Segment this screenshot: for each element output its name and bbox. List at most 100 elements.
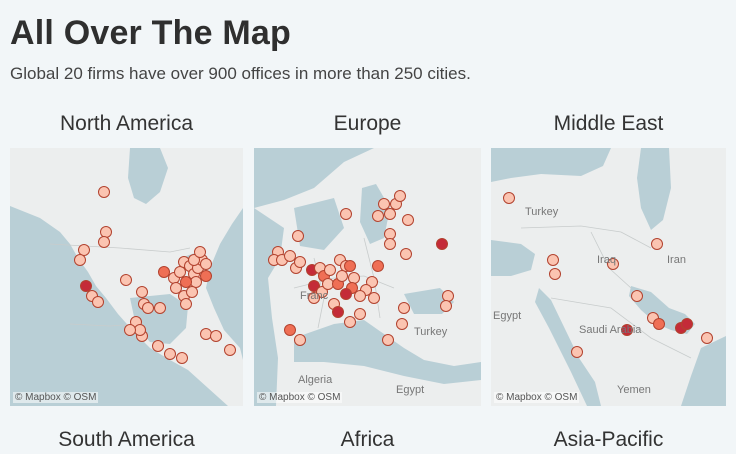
office-marker[interactable] [224, 344, 236, 356]
office-marker[interactable] [396, 318, 408, 330]
office-marker[interactable] [74, 254, 86, 266]
office-marker[interactable] [436, 238, 448, 250]
map-label-turkey: Turkey [414, 326, 448, 338]
office-dots [503, 192, 713, 358]
office-marker[interactable] [142, 302, 154, 314]
office-marker[interactable] [344, 316, 356, 328]
map-attribution[interactable]: © Mapbox © OSM [494, 392, 580, 403]
map-attribution[interactable]: © Mapbox © OSM [257, 392, 343, 403]
office-marker[interactable] [200, 270, 212, 282]
panel-title-africa: Africa [340, 428, 395, 451]
office-marker[interactable] [340, 208, 352, 220]
panel-title-north-america: North America [59, 112, 194, 135]
office-marker[interactable] [549, 268, 561, 280]
office-marker[interactable] [372, 210, 384, 222]
office-marker[interactable] [124, 324, 136, 336]
office-marker[interactable] [170, 282, 182, 294]
office-marker[interactable] [384, 238, 396, 250]
office-marker[interactable] [80, 280, 92, 292]
office-marker[interactable] [372, 260, 384, 272]
office-marker[interactable] [547, 254, 559, 266]
office-marker[interactable] [98, 236, 110, 248]
office-marker[interactable] [308, 292, 320, 304]
office-marker[interactable] [152, 340, 164, 352]
office-marker[interactable] [92, 296, 104, 308]
office-marker[interactable] [348, 272, 360, 284]
office-marker[interactable] [284, 250, 296, 262]
office-marker[interactable] [354, 308, 366, 320]
office-marker[interactable] [190, 276, 202, 288]
office-marker[interactable] [651, 238, 663, 250]
office-dots [268, 190, 454, 346]
map-middle-east[interactable]: Turkey Iraq Iran Egypt Saudi Arabia Yeme… [491, 148, 726, 406]
office-marker[interactable] [180, 298, 192, 310]
office-marker[interactable] [366, 276, 378, 288]
map-label-egypt: Egypt [493, 310, 522, 322]
office-marker[interactable] [294, 256, 306, 268]
office-marker[interactable] [394, 190, 406, 202]
hudson-bay [128, 148, 168, 204]
office-marker[interactable] [442, 290, 454, 302]
office-marker[interactable] [607, 258, 619, 270]
office-marker[interactable] [384, 228, 396, 240]
office-marker[interactable] [284, 324, 296, 336]
office-marker[interactable] [200, 328, 212, 340]
office-marker[interactable] [344, 260, 356, 272]
map-north-america[interactable]: © Mapbox © OSM [10, 148, 243, 406]
office-marker[interactable] [200, 258, 212, 270]
map-europe-svg [254, 148, 481, 406]
map-attribution[interactable]: © Mapbox © OSM [13, 392, 99, 403]
office-marker[interactable] [571, 346, 583, 358]
office-marker[interactable] [180, 276, 192, 288]
map-label-yemen: Yemen [617, 384, 651, 396]
office-marker[interactable] [378, 198, 390, 210]
office-marker[interactable] [322, 278, 334, 290]
map-europe[interactable]: Franc Turkey Algeria Egypt © Mapbox © OS… [254, 148, 481, 406]
office-marker[interactable] [398, 302, 410, 314]
office-marker[interactable] [174, 266, 186, 278]
office-marker[interactable] [324, 264, 336, 276]
panel-title-europe: Europe [333, 112, 402, 135]
office-marker[interactable] [188, 254, 200, 266]
black-sea [491, 148, 611, 182]
office-marker[interactable] [382, 334, 394, 346]
office-marker[interactable] [158, 266, 170, 278]
office-marker[interactable] [681, 318, 693, 330]
map-label-iraq: Iraq [597, 254, 616, 266]
office-marker[interactable] [136, 286, 148, 298]
office-marker[interactable] [340, 288, 352, 300]
office-marker[interactable] [100, 226, 112, 238]
land-middle-east [491, 148, 726, 406]
office-marker[interactable] [368, 292, 380, 304]
office-marker[interactable] [210, 330, 222, 342]
office-marker[interactable] [631, 290, 643, 302]
office-marker[interactable] [354, 290, 366, 302]
office-marker[interactable] [194, 246, 206, 258]
office-marker[interactable] [440, 300, 452, 312]
office-marker[interactable] [701, 332, 713, 344]
office-marker[interactable] [292, 230, 304, 242]
office-marker[interactable] [164, 348, 176, 360]
office-marker[interactable] [134, 324, 146, 336]
office-marker[interactable] [400, 248, 412, 260]
office-marker[interactable] [316, 286, 328, 298]
office-marker[interactable] [154, 302, 166, 314]
office-marker[interactable] [653, 318, 665, 330]
mediterranean [491, 240, 535, 276]
office-marker[interactable] [120, 274, 132, 286]
north-sea [294, 198, 344, 250]
office-marker[interactable] [621, 324, 633, 336]
office-marker[interactable] [294, 334, 306, 346]
persian-gulf [629, 286, 695, 334]
office-marker[interactable] [336, 270, 348, 282]
map-north-america-svg [10, 148, 243, 406]
office-marker[interactable] [98, 186, 110, 198]
office-marker[interactable] [308, 280, 320, 292]
office-marker[interactable] [503, 192, 515, 204]
office-marker[interactable] [186, 286, 198, 298]
office-marker[interactable] [332, 306, 344, 318]
office-marker[interactable] [78, 244, 90, 256]
office-marker[interactable] [176, 352, 188, 364]
office-marker[interactable] [402, 214, 414, 226]
office-marker[interactable] [384, 208, 396, 220]
